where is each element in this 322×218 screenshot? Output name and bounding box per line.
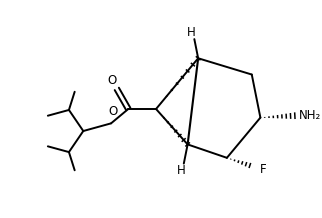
Text: H: H [187, 26, 196, 39]
Text: H: H [176, 164, 185, 177]
Text: F: F [260, 163, 266, 176]
Text: O: O [108, 105, 118, 118]
Text: NH₂: NH₂ [299, 109, 321, 122]
Text: O: O [107, 74, 117, 87]
